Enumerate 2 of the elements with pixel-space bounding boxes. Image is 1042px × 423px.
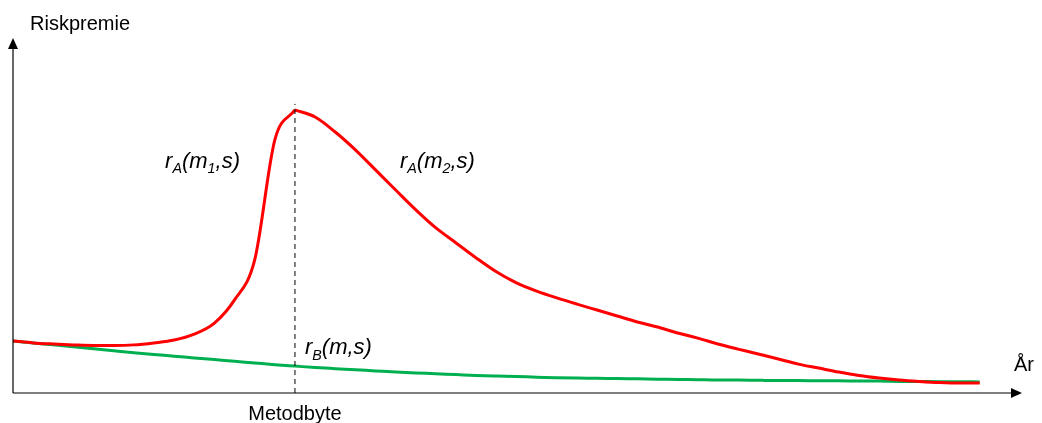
- x-axis-title: År: [1014, 353, 1035, 375]
- y-axis-title: Riskpremie: [30, 12, 131, 34]
